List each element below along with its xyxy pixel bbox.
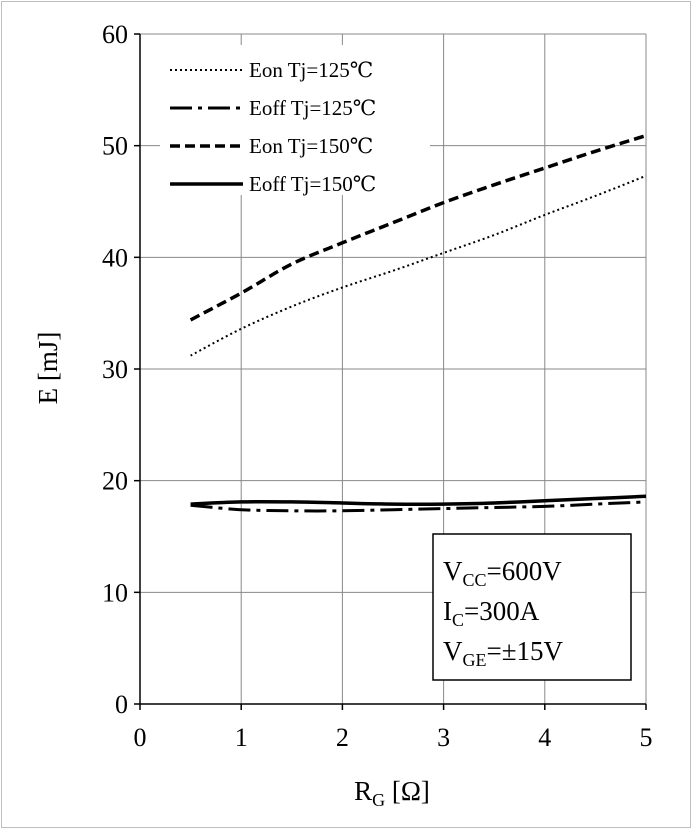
x-axis-label-main: R [354,776,372,806]
conditions-box-border [432,533,632,681]
x-tick-label: 0 [134,723,147,752]
series-line-solid [190,494,647,506]
x-tick-label: 4 [538,723,551,752]
x-axis-label-subscript: G [372,790,385,810]
condition-value: =600V [487,556,563,586]
condition-line: IC=300A [443,596,540,630]
series-line-dotted [190,174,647,357]
condition-line: VCC=600V [443,556,562,590]
y-tick-label: 10 [102,578,128,607]
condition-value: =300A [464,596,540,626]
legend-label: Eoff Tj=125℃ [249,96,376,120]
series-lines [189,133,647,513]
tick-labels: 0 10 20 30 40 50 60 0 1 2 3 4 5 [102,20,653,752]
y-tick-label: 50 [102,132,128,161]
legend-label: Eoff Tj=150℃ [249,172,376,196]
x-axis-label: RG [Ω] [354,776,430,810]
y-axis-label: E [mJ] [33,332,63,405]
legend: Eon Tj=125℃ Eoff Tj=125℃ Eon Tj=150℃ Eoff T… [160,45,430,196]
axes [134,33,647,710]
x-tick-label: 1 [235,723,248,752]
y-tick-label: 0 [115,690,128,719]
y-tick-label: 30 [102,355,128,384]
condition-value: =±15V [487,636,564,666]
y-tick-label: 40 [102,243,128,272]
condition-symbol: I [443,596,452,626]
x-axis-label-unit: [Ω] [385,776,430,806]
series-line-dashdot [190,500,647,513]
y-tick-label: 60 [102,20,128,49]
y-tick-label: 20 [102,467,128,496]
condition-symbol: V [443,556,463,586]
x-tick-label: 5 [640,723,653,752]
condition-subscript: GE [463,650,487,670]
legend-label: Eon Tj=150℃ [249,134,373,158]
condition-line: VGE=±15V [443,636,564,670]
x-tick-label: 3 [437,723,450,752]
series-line-dashed [189,133,647,322]
condition-symbol: V [443,636,463,666]
condition-subscript: CC [463,570,487,590]
legend-label: Eon Tj=125℃ [249,58,373,82]
x-tick-label: 2 [336,723,349,752]
condition-subscript: C [452,610,464,630]
